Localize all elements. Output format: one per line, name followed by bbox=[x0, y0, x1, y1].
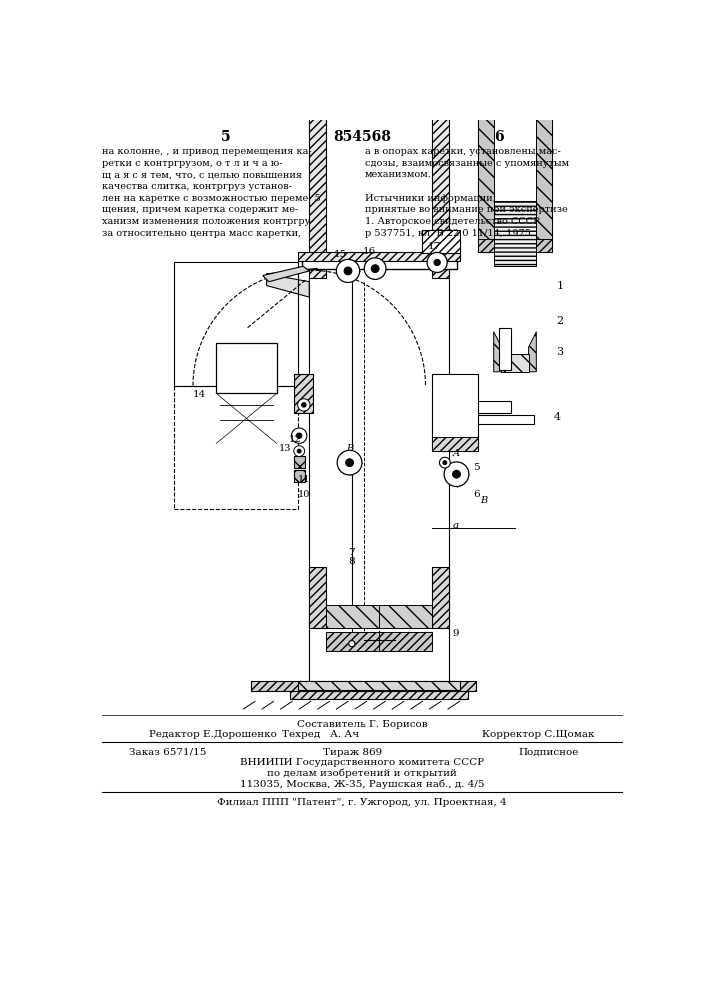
Text: на колонне, , и привод перемещения ка-
ретки с контргрузом, о т л и ч а ю-
щ а я: на колонне, , и привод перемещения ка- р… bbox=[103, 147, 321, 238]
Bar bbox=[327, 605, 379, 628]
Bar bbox=[537, 92, 552, 252]
Polygon shape bbox=[493, 332, 501, 372]
Circle shape bbox=[337, 259, 360, 282]
Bar bbox=[174, 386, 298, 509]
Circle shape bbox=[346, 459, 354, 466]
Text: 2: 2 bbox=[556, 316, 563, 326]
Text: 1: 1 bbox=[556, 281, 563, 291]
Bar bbox=[327, 632, 379, 651]
Circle shape bbox=[291, 428, 307, 443]
Bar bbox=[501, 354, 529, 372]
Bar bbox=[293, 470, 305, 482]
Polygon shape bbox=[263, 266, 309, 282]
Text: 854568: 854568 bbox=[333, 130, 391, 144]
Circle shape bbox=[452, 470, 460, 478]
Bar bbox=[309, 567, 327, 628]
Bar bbox=[432, 374, 478, 451]
Polygon shape bbox=[529, 332, 537, 372]
Circle shape bbox=[301, 403, 306, 407]
Text: 7: 7 bbox=[348, 548, 355, 557]
Bar bbox=[379, 632, 432, 651]
Bar bbox=[421, 230, 460, 253]
Circle shape bbox=[293, 446, 305, 456]
Text: 6: 6 bbox=[494, 130, 504, 144]
Text: 4: 4 bbox=[554, 412, 561, 422]
Circle shape bbox=[444, 462, 469, 487]
Text: Тираж 869: Тираж 869 bbox=[323, 748, 382, 757]
Text: Подписное: Подписное bbox=[518, 748, 579, 757]
Bar bbox=[298, 681, 460, 690]
Circle shape bbox=[349, 641, 355, 647]
Bar bbox=[432, 567, 449, 628]
Circle shape bbox=[364, 258, 386, 279]
Bar bbox=[309, 0, 327, 278]
Polygon shape bbox=[267, 274, 309, 297]
Circle shape bbox=[344, 267, 352, 275]
Text: 113035, Москва, Ж-35, Раушская наб., д. 4/5: 113035, Москва, Ж-35, Раушская наб., д. … bbox=[240, 780, 484, 789]
Text: Заказ 6571/15: Заказ 6571/15 bbox=[129, 748, 206, 757]
Text: Техред   А. Ач: Техред А. Ач bbox=[282, 730, 359, 739]
Text: B: B bbox=[480, 496, 487, 505]
Text: 5: 5 bbox=[474, 463, 480, 472]
Circle shape bbox=[298, 399, 310, 411]
Text: Филиал ППП "Патент", г. Ужгород, ул. Проектная, 4: Филиал ППП "Патент", г. Ужгород, ул. Про… bbox=[217, 798, 507, 807]
Text: 11: 11 bbox=[298, 475, 310, 484]
Text: ВНИИПИ Государственного комитета СССР: ВНИИПИ Государственного комитета СССР bbox=[240, 758, 484, 767]
Circle shape bbox=[443, 461, 447, 465]
Bar bbox=[174, 262, 298, 386]
Text: Корректор С.Щомак: Корректор С.Щомак bbox=[482, 730, 595, 739]
Text: 13: 13 bbox=[279, 444, 291, 453]
Text: 12: 12 bbox=[288, 435, 300, 444]
Bar bbox=[449, 401, 510, 413]
Text: 5: 5 bbox=[221, 130, 230, 144]
Text: B: B bbox=[346, 444, 354, 453]
Text: 6: 6 bbox=[474, 490, 480, 499]
Text: Редактор Е.Дорошенко: Редактор Е.Дорошенко bbox=[149, 730, 276, 739]
Text: по делам изобретений и открытий: по делам изобретений и открытий bbox=[267, 769, 457, 778]
Bar bbox=[478, 239, 552, 252]
Text: 9: 9 bbox=[452, 629, 460, 638]
Text: Составитель Г. Борисов: Составитель Г. Борисов bbox=[297, 720, 427, 729]
Bar bbox=[499, 328, 510, 370]
Bar bbox=[493, 201, 537, 266]
Bar bbox=[432, 437, 478, 451]
Text: a: a bbox=[452, 521, 459, 530]
Text: 8: 8 bbox=[348, 557, 355, 566]
Circle shape bbox=[371, 265, 379, 272]
Bar bbox=[449, 415, 534, 424]
Bar bbox=[216, 343, 276, 393]
Bar bbox=[290, 691, 468, 699]
Circle shape bbox=[337, 450, 362, 475]
Circle shape bbox=[434, 259, 440, 266]
Bar bbox=[293, 456, 305, 468]
Text: а в опорах каретки, установлены мас-
сдозы, взаимосвязанные с упомянутым
механиз: а в опорах каретки, установлены мас- сдо… bbox=[365, 147, 569, 238]
Bar bbox=[251, 681, 476, 691]
Text: 17: 17 bbox=[428, 242, 441, 251]
Text: 3: 3 bbox=[556, 347, 563, 357]
Text: 10: 10 bbox=[298, 490, 310, 499]
Bar bbox=[293, 374, 313, 413]
Bar bbox=[301, 256, 457, 269]
Text: 14: 14 bbox=[193, 390, 206, 399]
Circle shape bbox=[297, 449, 301, 453]
Text: 16: 16 bbox=[362, 247, 375, 256]
Bar bbox=[478, 92, 552, 252]
Circle shape bbox=[440, 457, 450, 468]
Text: 15: 15 bbox=[334, 250, 347, 259]
Bar bbox=[298, 252, 460, 261]
Text: A: A bbox=[452, 449, 460, 458]
Circle shape bbox=[427, 252, 448, 272]
Circle shape bbox=[296, 433, 302, 438]
Bar bbox=[478, 92, 493, 252]
Bar bbox=[432, 0, 449, 278]
Bar bbox=[379, 605, 432, 628]
